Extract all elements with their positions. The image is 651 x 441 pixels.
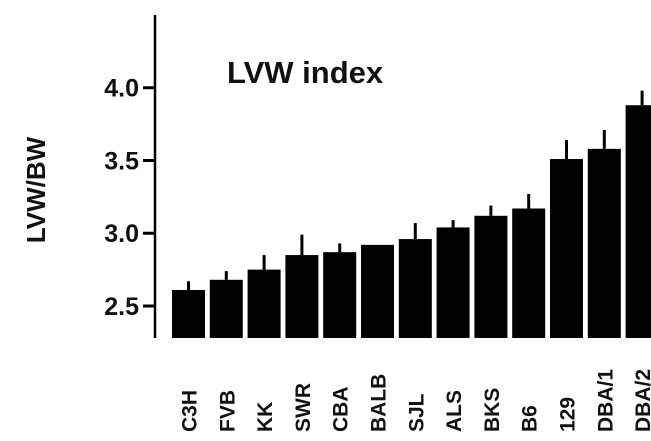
- category-label: C3H: [179, 390, 202, 432]
- category-label: FVB: [216, 390, 239, 432]
- category-label: 129: [557, 397, 580, 432]
- bar-sjl: [398, 239, 432, 338]
- category-label: KK: [254, 402, 277, 432]
- bars-group: [172, 105, 651, 338]
- category-label: ALS: [443, 390, 466, 432]
- category-label: BKS: [481, 388, 504, 432]
- category-label: BALB: [368, 374, 391, 432]
- bar-swr: [285, 255, 319, 338]
- y-tick-label: 2.5: [104, 293, 139, 321]
- y-axis-group: 2.5 3.0 3.5 4.0: [104, 15, 157, 338]
- bar-balb: [361, 244, 394, 338]
- bar-cba: [323, 252, 357, 338]
- category-labels-group: C3H FVB KK SWR CBA BALB SJL ALS BKS B6 129 DBA/1 DBA…: [179, 369, 651, 432]
- y-tick-label: 4.0: [104, 75, 139, 103]
- category-label: DBA/2: [632, 369, 651, 432]
- bar-dba-2: [625, 105, 651, 338]
- bar-b6: [512, 208, 546, 338]
- bar-als: [436, 227, 470, 338]
- y-axis-title: LVW/BW: [21, 136, 51, 243]
- bar-bks: [474, 215, 508, 338]
- category-label: B6: [519, 405, 542, 432]
- y-tick-label: 3.0: [104, 220, 139, 248]
- chart-title: LVW index: [227, 55, 384, 90]
- y-tick-label: 3.5: [104, 147, 139, 175]
- bar-fvb: [209, 279, 243, 338]
- category-label: DBA/1: [594, 369, 617, 432]
- bar-kk: [247, 269, 281, 338]
- bar-dba-1: [587, 148, 621, 338]
- bar-c3h: [172, 289, 205, 338]
- category-label: CBA: [330, 387, 353, 433]
- category-label: SJL: [405, 393, 428, 432]
- bar-129: [550, 159, 583, 338]
- error-bars-group: [187, 90, 644, 290]
- category-label: SWR: [292, 383, 315, 432]
